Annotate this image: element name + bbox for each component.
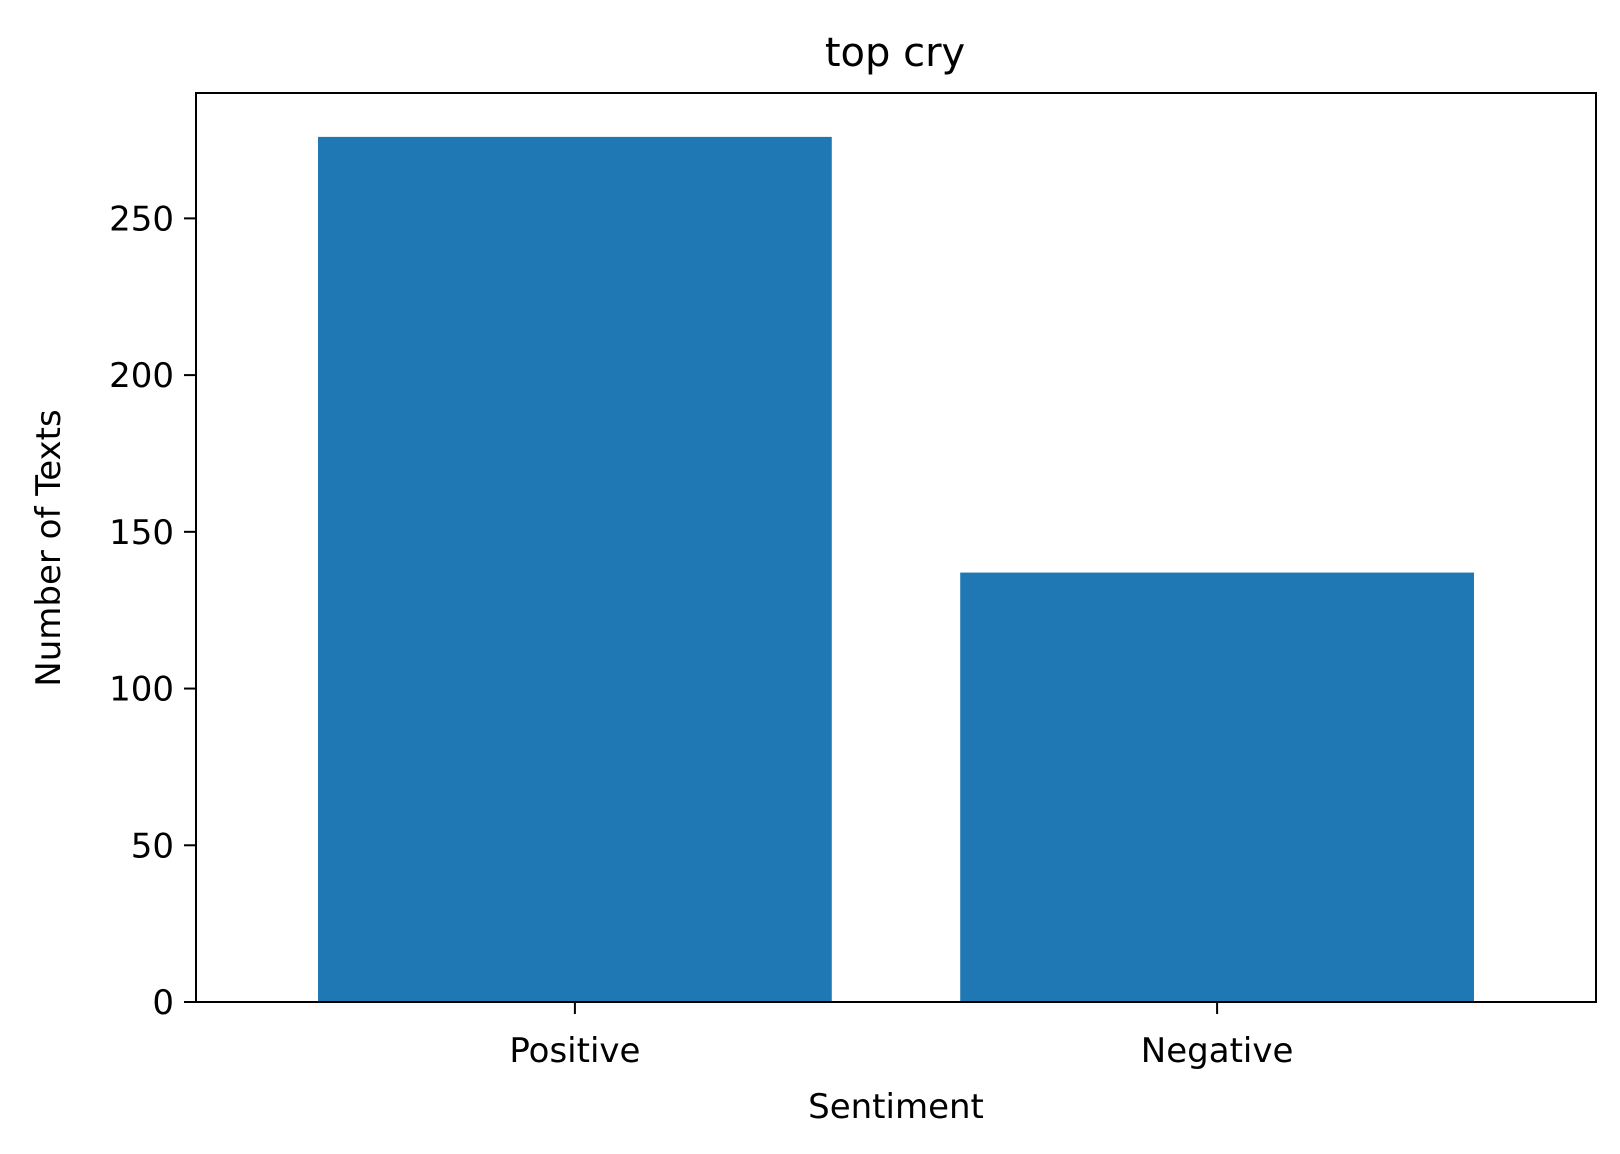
plot-frame: [195, 92, 1597, 1003]
y-tick-label: 150: [109, 513, 174, 553]
x-axis-ticks: Positive Negative: [509, 1002, 1293, 1071]
x-tick-label-positive: Positive: [509, 1031, 640, 1071]
y-tick-label: 200: [109, 356, 174, 396]
x-axis-label: Sentiment: [808, 1087, 984, 1127]
y-tick-label: 100: [109, 670, 174, 710]
bars: [318, 136, 1474, 1002]
y-tick-label: 50: [131, 826, 174, 866]
y-axis-ticks: 0 50 100 150 200 250: [109, 199, 196, 1023]
x-tick-label-negative: Negative: [1141, 1031, 1294, 1071]
y-axis-label: Number of Texts: [29, 409, 69, 686]
chart-title: top cry: [825, 30, 965, 76]
y-tick-label: 250: [109, 199, 174, 239]
bar-negative: [960, 572, 1474, 1002]
bar-positive: [318, 136, 832, 1002]
y-tick-label: 0: [152, 983, 174, 1023]
